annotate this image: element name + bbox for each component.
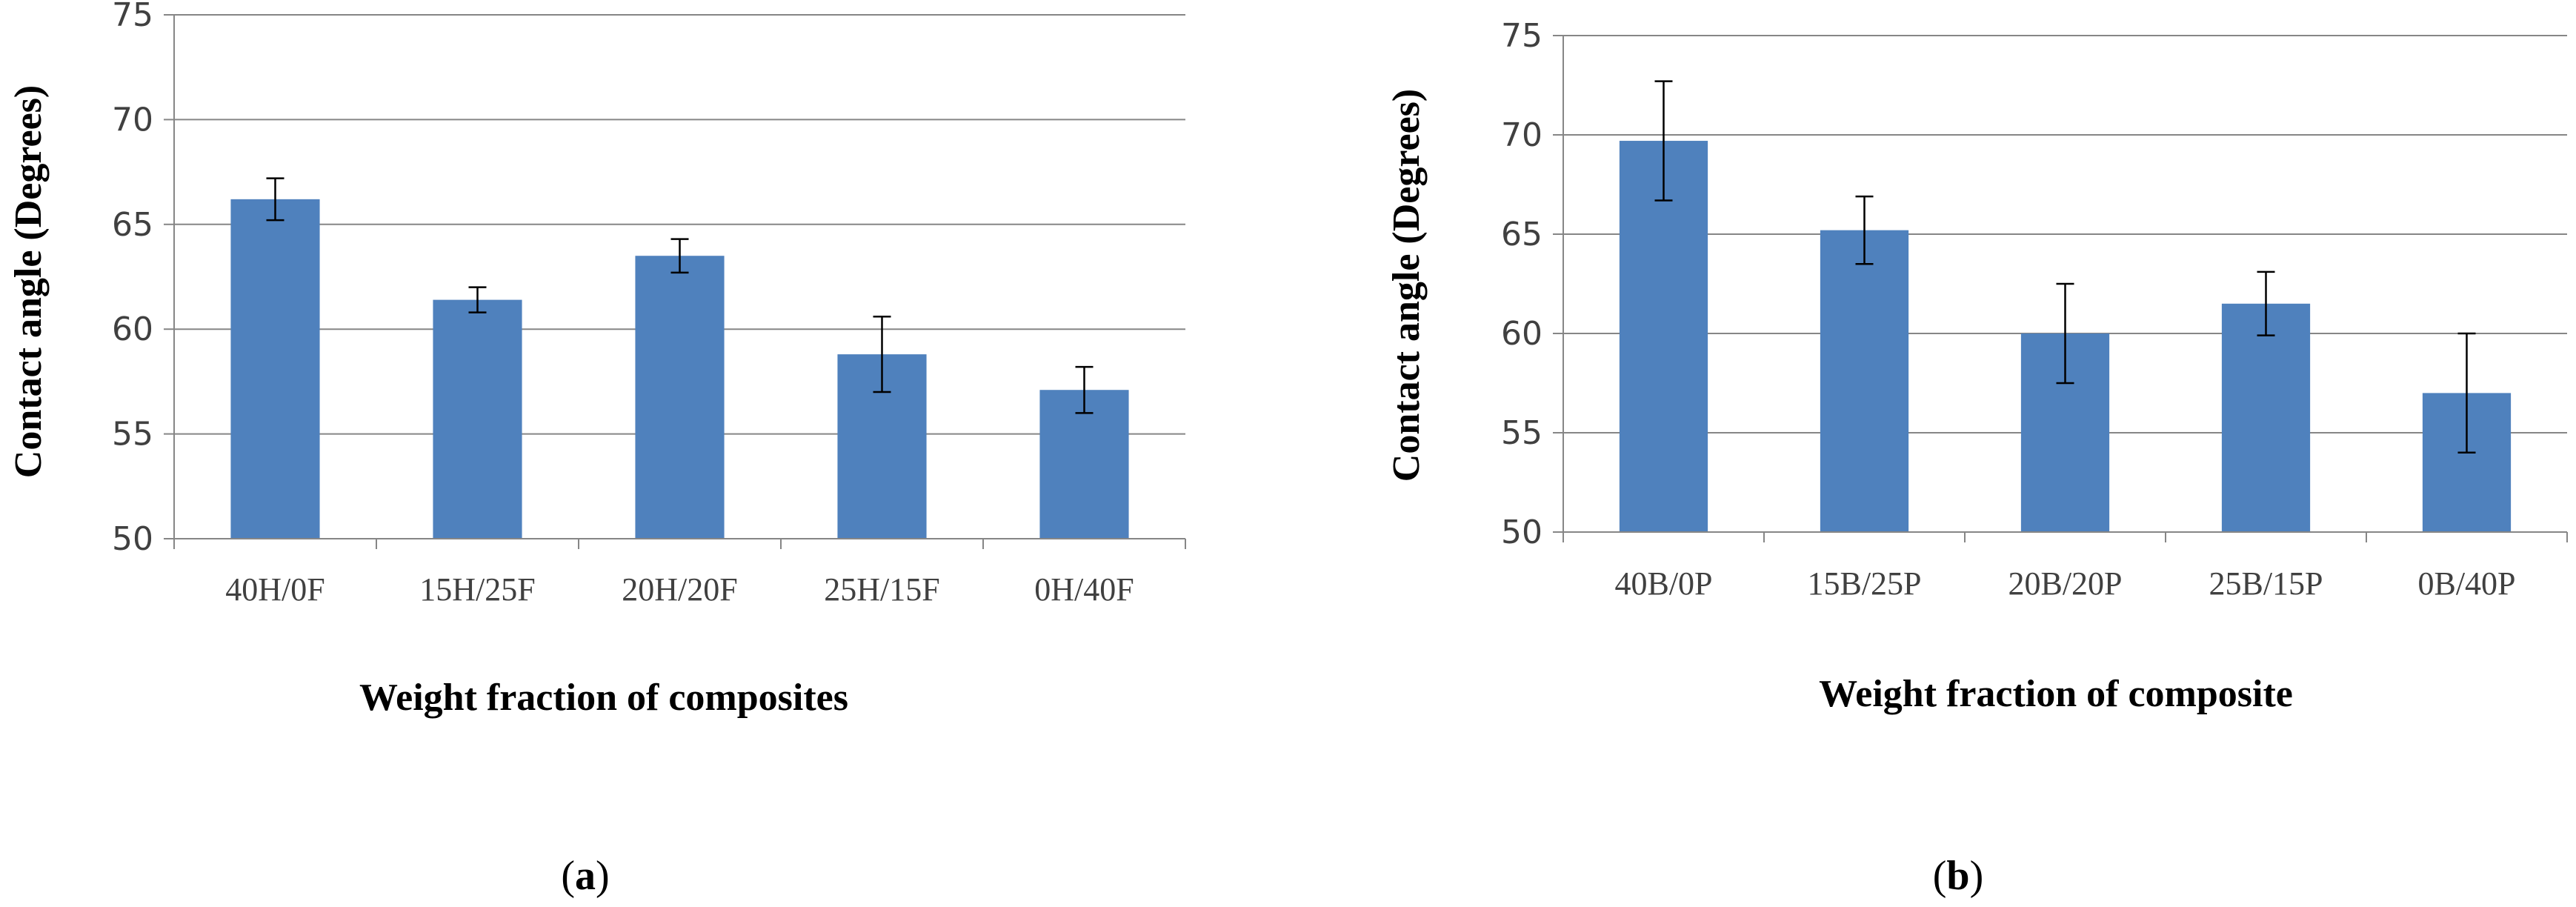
error-bars-a bbox=[266, 177, 1094, 414]
y-tick-label: 70 bbox=[112, 101, 153, 139]
panel-label-a: (a) bbox=[561, 853, 609, 899]
bar bbox=[2221, 303, 2311, 532]
x-tick-label: 15H/25F bbox=[419, 571, 535, 608]
y-tick-label: 50 bbox=[112, 520, 153, 558]
error-bar bbox=[2257, 270, 2275, 336]
y-tick-label: 65 bbox=[112, 206, 153, 244]
x-tick-label: 20B/20P bbox=[2008, 565, 2122, 602]
axes-a bbox=[164, 14, 1186, 549]
x-axis-title-b: Weight fraction of composite bbox=[1819, 673, 2293, 715]
error-bar bbox=[670, 238, 689, 274]
error-bars-b bbox=[1654, 80, 2476, 454]
bar bbox=[635, 256, 725, 539]
x-tick-labels-b: 40B/0P 15B/25P 20B/20P 25B/15P 0B/40P bbox=[1614, 565, 2515, 602]
y-axis-title-b: Contact angle (Degrees) bbox=[1385, 89, 1428, 482]
x-tick-label: 25B/15P bbox=[2209, 565, 2323, 602]
chart-panel-b: 50 55 60 65 70 75 40B/0P 15B/25P 20B/20P 25B/15P… bbox=[1385, 17, 2568, 899]
bar bbox=[433, 299, 522, 539]
bar bbox=[1820, 230, 1909, 532]
axes-b bbox=[1553, 35, 2568, 542]
y-tick-label: 70 bbox=[1501, 116, 1542, 154]
y-tick-label: 75 bbox=[1501, 17, 1542, 55]
x-tick-label: 20H/20F bbox=[622, 571, 737, 608]
y-tick-label: 50 bbox=[1501, 514, 1542, 551]
error-bar bbox=[1855, 195, 1874, 265]
bars-a bbox=[230, 199, 1129, 539]
y-tick-labels-a: 50 55 60 65 70 75 bbox=[112, 0, 153, 558]
y-tick-label: 75 bbox=[112, 0, 153, 34]
panel-label-b: (b) bbox=[1933, 853, 1983, 899]
error-bar bbox=[468, 286, 487, 313]
bar bbox=[1619, 141, 1708, 533]
error-bar bbox=[266, 177, 284, 222]
error-bar bbox=[2056, 282, 2074, 385]
x-tick-label: 40H/0F bbox=[225, 571, 325, 608]
x-tick-label: 0B/40P bbox=[2417, 565, 2515, 602]
bar bbox=[230, 199, 320, 539]
error-bar bbox=[873, 315, 891, 393]
x-tick-label: 0H/40F bbox=[1034, 571, 1134, 608]
y-tick-label: 55 bbox=[112, 416, 153, 454]
panel-letter-a: a bbox=[575, 853, 596, 899]
error-bar bbox=[1075, 365, 1094, 414]
panel-letter-b: b bbox=[1946, 853, 1969, 899]
x-tick-label: 15B/25P bbox=[1807, 565, 1921, 602]
y-tick-labels-b: 50 55 60 65 70 75 bbox=[1501, 17, 1542, 551]
gridlines-a bbox=[174, 14, 1185, 435]
y-axis-title-a: Contact angle (Degrees) bbox=[7, 85, 50, 478]
y-tick-label: 65 bbox=[1501, 216, 1542, 253]
chart-panel-a: 50 55 60 65 70 75 40H/0F 15H/25F 20H/20F 25H/15F… bbox=[7, 0, 1186, 899]
x-axis-title-a: Weight fraction of composites bbox=[359, 677, 848, 719]
error-bar bbox=[1654, 80, 1673, 202]
x-tick-labels-a: 40H/0F 15H/25F 20H/20F 25H/15F 0H/40F bbox=[225, 571, 1134, 608]
y-tick-label: 60 bbox=[112, 310, 153, 348]
y-tick-label: 55 bbox=[1501, 414, 1542, 452]
error-bar bbox=[2457, 332, 2476, 454]
x-tick-label: 25H/15F bbox=[824, 571, 939, 608]
bar bbox=[1039, 390, 1129, 539]
y-tick-label: 60 bbox=[1501, 315, 1542, 353]
x-tick-label: 40B/0P bbox=[1614, 565, 1712, 602]
